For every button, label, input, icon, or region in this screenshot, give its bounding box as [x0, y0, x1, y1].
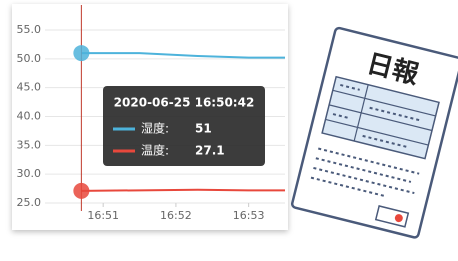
page: 25.0 30.0 35.0 40.0 45.0 50.0 55.0 16:51 16:52 16… [0, 0, 458, 257]
tooltip-label: 温度: [141, 143, 169, 158]
y-tick-label: 50.0 [17, 52, 42, 65]
x-tick-label: 16:51 [87, 209, 119, 222]
hover-point [73, 183, 89, 199]
x-tick-label: 16:52 [160, 209, 192, 222]
tooltip-value: 51 [195, 122, 212, 136]
y-tick-label: 35.0 [17, 138, 42, 151]
tooltip-title: 2020-06-25 16:50:42 [114, 96, 255, 110]
series-line [81, 190, 285, 191]
y-tick-label: 45.0 [17, 81, 42, 94]
report-illustration: 日報 [291, 27, 458, 238]
x-tick-label: 16:53 [233, 209, 265, 222]
y-tick-label: 25.0 [17, 196, 42, 209]
y-tick-label: 30.0 [17, 167, 42, 180]
tooltip-label: 湿度: [141, 121, 169, 136]
tooltip-value: 27.1 [195, 144, 225, 158]
y-tick-label: 55.0 [17, 23, 42, 36]
hover-point [73, 45, 89, 61]
y-tick-label: 40.0 [17, 110, 42, 123]
